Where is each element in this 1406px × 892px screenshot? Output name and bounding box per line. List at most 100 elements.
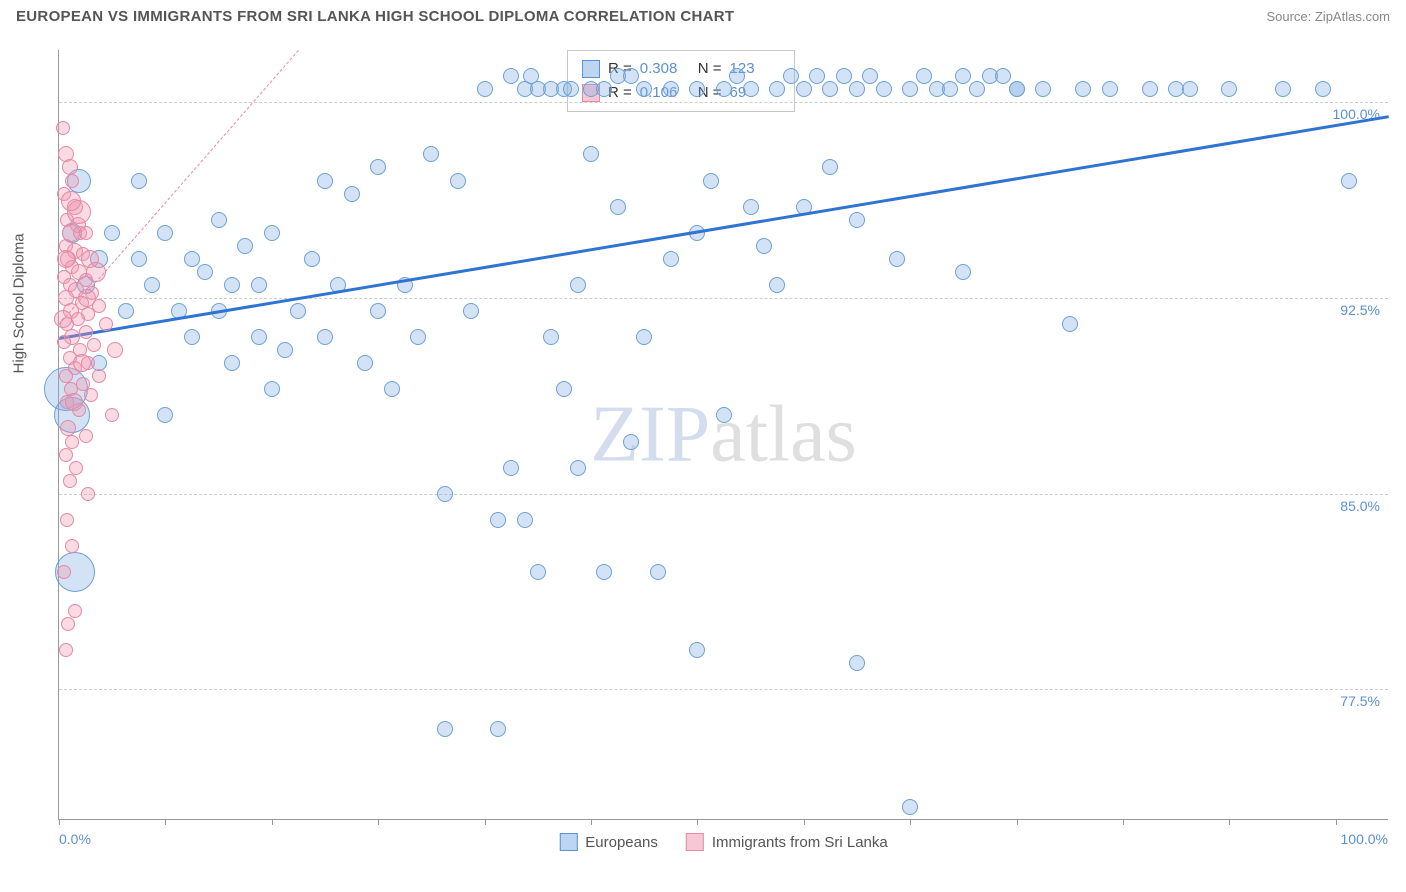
data-point (1075, 81, 1091, 97)
data-point (570, 277, 586, 293)
data-point (636, 81, 652, 97)
data-point (596, 564, 612, 580)
data-point (1275, 81, 1291, 97)
data-point (69, 461, 83, 475)
data-point (563, 81, 579, 97)
data-point (955, 264, 971, 280)
data-point (809, 68, 825, 84)
data-point (689, 642, 705, 658)
data-point (264, 381, 280, 397)
data-point (264, 225, 280, 241)
x-axis-min-label: 0.0% (59, 831, 91, 847)
data-point (756, 238, 772, 254)
data-point (583, 146, 599, 162)
data-point (623, 434, 639, 450)
data-point (370, 159, 386, 175)
x-tick (591, 819, 592, 825)
data-point (184, 251, 200, 267)
data-point (81, 487, 95, 501)
gridline (59, 494, 1388, 495)
data-point (57, 250, 75, 268)
data-point (60, 513, 74, 527)
data-point (437, 721, 453, 737)
legend-swatch-icon (559, 833, 577, 851)
data-point (184, 329, 200, 345)
data-point (836, 68, 852, 84)
data-point (716, 81, 732, 97)
data-point (92, 369, 106, 383)
x-axis-max-label: 100.0% (1341, 831, 1388, 847)
data-point (237, 238, 253, 254)
data-point (1341, 173, 1357, 189)
data-point (410, 329, 426, 345)
data-point (796, 81, 812, 97)
data-point (889, 251, 905, 267)
data-point (769, 277, 785, 293)
x-tick (697, 819, 698, 825)
data-point (862, 68, 878, 84)
data-point (1062, 316, 1078, 332)
data-point (144, 277, 160, 293)
data-point (57, 565, 71, 579)
data-point (84, 388, 98, 402)
data-point (477, 81, 493, 97)
data-point (689, 81, 705, 97)
data-point (570, 460, 586, 476)
data-point (743, 199, 759, 215)
data-point (1035, 81, 1051, 97)
data-point (650, 564, 666, 580)
data-point (902, 81, 918, 97)
data-point (663, 251, 679, 267)
data-point (63, 474, 77, 488)
data-point (59, 369, 73, 383)
data-point (384, 381, 400, 397)
chart-title: EUROPEAN VS IMMIGRANTS FROM SRI LANKA HI… (16, 8, 734, 25)
legend-item: Immigrants from Sri Lanka (686, 833, 888, 851)
gridline (59, 689, 1388, 690)
data-point (131, 173, 147, 189)
data-point (104, 225, 120, 241)
data-point (783, 68, 799, 84)
data-point (556, 381, 572, 397)
data-point (197, 264, 213, 280)
data-point (65, 539, 79, 553)
gridline (59, 102, 1388, 103)
data-point (822, 159, 838, 175)
data-point (463, 303, 479, 319)
data-point (450, 173, 466, 189)
data-point (251, 329, 267, 345)
data-point (503, 460, 519, 476)
x-tick (1123, 819, 1124, 825)
data-point (490, 721, 506, 737)
data-point (157, 225, 173, 241)
x-tick (272, 819, 273, 825)
data-point (636, 329, 652, 345)
data-point (942, 81, 958, 97)
data-point (290, 303, 306, 319)
data-point (317, 329, 333, 345)
data-point (916, 68, 932, 84)
data-point (105, 408, 119, 422)
source-label: Source: ZipAtlas.com (1266, 9, 1390, 24)
legend-swatch-icon (686, 833, 704, 851)
data-point (79, 429, 93, 443)
data-point (87, 338, 101, 352)
data-point (317, 173, 333, 189)
data-point (73, 354, 91, 372)
data-point (118, 303, 134, 319)
data-point (344, 186, 360, 202)
data-point (157, 407, 173, 423)
data-point (79, 325, 93, 339)
data-point (849, 212, 865, 228)
data-point (99, 317, 113, 331)
data-point (849, 655, 865, 671)
data-point (131, 251, 147, 267)
data-point (61, 191, 81, 211)
data-point (729, 68, 745, 84)
scatter-chart: High School Diploma ZIPatlas R = 0.308 N… (58, 50, 1388, 820)
data-point (1102, 81, 1118, 97)
data-point (357, 355, 373, 371)
series-legend: Europeans Immigrants from Sri Lanka (559, 833, 887, 851)
trend-line (59, 115, 1389, 339)
data-point (65, 435, 79, 449)
